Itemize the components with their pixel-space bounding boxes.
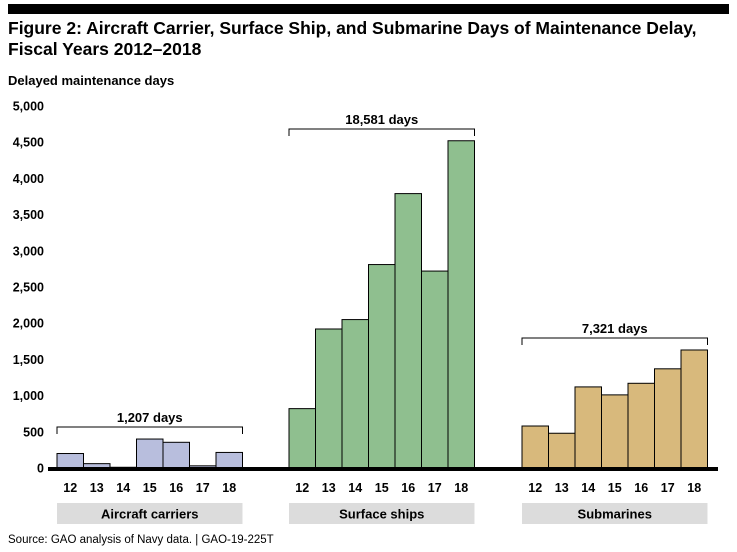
- group-label-band: [289, 503, 475, 524]
- bar: [368, 264, 396, 469]
- group-bracket: [56, 426, 243, 434]
- y-tick-label: 4,500: [13, 136, 44, 150]
- source-note: Source: GAO analysis of Navy data. | GAO…: [8, 534, 274, 546]
- group-total-label: 1,207 days: [117, 410, 183, 425]
- y-tick-label: 3,000: [13, 244, 44, 258]
- group-label: Aircraft carriers: [101, 507, 199, 522]
- bar: [162, 441, 190, 469]
- bar: [574, 386, 602, 469]
- x-tick-label: 13: [322, 481, 336, 495]
- bar: [288, 408, 316, 469]
- bar: [394, 193, 422, 469]
- y-tick-label: 3,500: [13, 208, 44, 222]
- x-tick-label: 12: [63, 481, 77, 495]
- x-tick-label: 14: [348, 481, 362, 495]
- y-tick-label: 500: [23, 425, 44, 439]
- bar: [680, 349, 708, 469]
- bar: [627, 382, 655, 469]
- bar: [548, 432, 576, 469]
- header-bar: [8, 4, 729, 14]
- x-tick-label: 17: [196, 481, 210, 495]
- y-tick-label: 4,000: [13, 172, 44, 186]
- x-tick-label: 17: [661, 481, 675, 495]
- bar: [601, 394, 629, 469]
- bar: [56, 453, 84, 469]
- bar: [421, 270, 449, 469]
- group-bracket: [288, 128, 475, 136]
- x-tick-label: 14: [116, 481, 130, 495]
- group-label: Surface ships: [339, 507, 424, 522]
- x-tick-label: 16: [401, 481, 415, 495]
- x-tick-label: 16: [634, 481, 648, 495]
- x-tick-label: 18: [454, 481, 468, 495]
- bar: [136, 438, 164, 469]
- bar: [654, 368, 682, 469]
- bar: [215, 451, 243, 469]
- x-tick-label: 18: [222, 481, 236, 495]
- x-tick-label: 17: [428, 481, 442, 495]
- x-tick-label: 18: [687, 481, 701, 495]
- group-label-band: [57, 503, 243, 524]
- group-bracket: [521, 337, 708, 345]
- y-tick-label: 0: [37, 462, 44, 476]
- x-tick-label: 12: [295, 481, 309, 495]
- group-label: Submarines: [578, 507, 652, 522]
- y-tick-label: 1,500: [13, 353, 44, 367]
- x-tick-label: 16: [169, 481, 183, 495]
- x-tick-label: 13: [555, 481, 569, 495]
- bar: [447, 140, 475, 469]
- y-tick-label: 2,500: [13, 281, 44, 295]
- x-tick-label: 15: [375, 481, 389, 495]
- y-tick-label: 1,000: [13, 389, 44, 403]
- bar: [315, 328, 343, 469]
- group-total-label: 7,321 days: [582, 321, 648, 336]
- group-total-label: 18,581 days: [345, 112, 418, 127]
- x-tick-label: 15: [143, 481, 157, 495]
- y-axis-label: Delayed maintenance days: [8, 73, 175, 88]
- y-tick-label: 2,000: [13, 317, 44, 331]
- group-label-band: [522, 503, 708, 524]
- figure-title: Figure 2: Aircraft Carrier, Surface Ship…: [8, 18, 697, 59]
- x-axis-baseline: [48, 467, 718, 471]
- x-tick-label: 12: [528, 481, 542, 495]
- y-tick-label: 5,000: [13, 100, 44, 114]
- bar: [521, 425, 549, 469]
- x-tick-label: 13: [90, 481, 104, 495]
- x-tick-label: 15: [608, 481, 622, 495]
- x-tick-label: 14: [581, 481, 595, 495]
- bar: [341, 319, 369, 469]
